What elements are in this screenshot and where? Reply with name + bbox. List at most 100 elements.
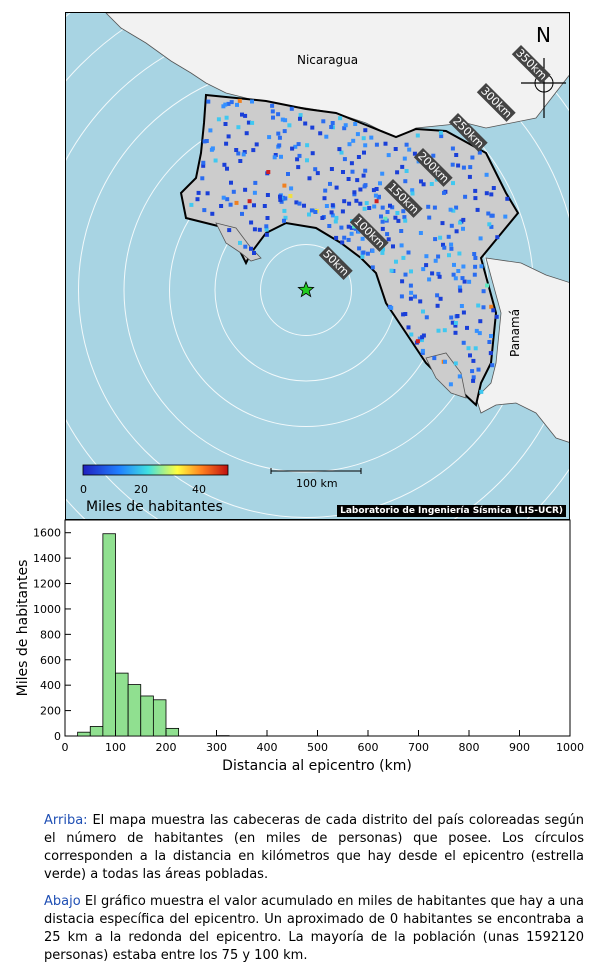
district-marker (435, 293, 440, 298)
district-marker (400, 164, 405, 169)
district-marker (224, 115, 229, 120)
district-marker (468, 353, 472, 358)
district-marker (457, 374, 462, 379)
scale-label: 100 km (296, 477, 338, 490)
colorbar-tick-40: 40 (192, 483, 206, 496)
district-marker (451, 208, 456, 213)
district-marker (352, 190, 357, 195)
y-tick-label: 400 (40, 679, 61, 692)
district-marker (391, 244, 395, 249)
district-marker (342, 199, 347, 204)
district-marker (450, 146, 455, 151)
district-marker (449, 223, 454, 228)
x-tick-label: 100 (105, 741, 126, 754)
district-marker (363, 143, 368, 148)
district-marker (432, 356, 437, 361)
district-marker (484, 191, 489, 196)
district-marker (342, 126, 347, 131)
district-marker (399, 229, 404, 233)
district-marker (473, 196, 478, 201)
district-marker (266, 170, 271, 174)
district-marker (489, 213, 494, 218)
district-marker (277, 135, 282, 140)
district-marker (278, 197, 283, 202)
x-tick-label: 0 (62, 741, 69, 754)
district-marker (470, 155, 475, 160)
district-marker (334, 185, 339, 190)
district-marker (257, 227, 262, 232)
district-marker (436, 254, 441, 259)
district-marker (489, 334, 493, 338)
district-marker (446, 234, 451, 239)
district-marker (419, 179, 423, 184)
district-marker (407, 147, 412, 152)
district-marker (202, 139, 207, 144)
district-marker (461, 264, 466, 269)
district-marker (341, 170, 345, 174)
histogram-bar (102, 533, 116, 737)
district-marker (327, 224, 332, 228)
district-marker (280, 117, 285, 122)
district-marker (358, 187, 363, 192)
district-marker (271, 115, 275, 120)
district-marker (252, 203, 256, 208)
district-marker (385, 210, 390, 214)
district-marker (205, 191, 210, 196)
district-marker (468, 165, 473, 170)
district-marker (458, 288, 463, 293)
district-marker (431, 153, 436, 158)
caption-top: Arriba: El mapa muestra las cabeceras de… (44, 812, 584, 884)
district-marker (449, 242, 454, 247)
district-marker (393, 215, 398, 220)
district-marker (430, 271, 435, 276)
y-tick-label: 600 (40, 654, 61, 667)
district-marker (324, 204, 329, 208)
district-marker (340, 240, 345, 245)
district-marker (401, 312, 406, 317)
district-marker (461, 310, 466, 315)
district-marker (471, 378, 476, 383)
district-marker (229, 180, 233, 185)
district-marker (340, 209, 345, 214)
district-marker (262, 204, 267, 208)
district-marker (459, 304, 464, 308)
district-marker (471, 375, 476, 380)
star-icon (297, 280, 315, 298)
district-marker (389, 268, 394, 273)
district-marker (437, 274, 442, 279)
district-marker (243, 205, 248, 210)
histogram-bar (127, 684, 142, 737)
caption-top-lead: Arriba: (44, 813, 88, 828)
district-marker (420, 335, 425, 340)
district-marker (347, 142, 352, 147)
district-marker (491, 186, 496, 190)
district-marker (461, 165, 466, 170)
district-marker (487, 340, 492, 344)
district-marker (342, 235, 347, 240)
district-marker (277, 143, 282, 148)
district-marker (467, 279, 472, 284)
district-marker (310, 125, 315, 130)
district-marker (270, 103, 275, 108)
x-tick-label: 600 (358, 741, 379, 754)
y-axis-label: Miles de habitantes (15, 560, 31, 697)
y-tick-label: 200 (40, 705, 61, 718)
district-marker (503, 214, 508, 219)
district-marker (251, 148, 256, 153)
x-tick-label: 1000 (556, 741, 584, 754)
district-marker (487, 222, 492, 227)
district-marker (424, 254, 429, 259)
district-marker (435, 303, 440, 308)
district-marker (315, 171, 320, 176)
district-marker (403, 272, 408, 277)
district-marker (460, 276, 465, 281)
district-marker (307, 176, 312, 181)
district-marker (372, 204, 377, 209)
district-marker (349, 225, 354, 230)
district-marker (272, 155, 277, 160)
district-marker (441, 242, 445, 247)
district-marker (202, 208, 207, 213)
district-marker (234, 148, 239, 152)
district-marker (442, 190, 446, 195)
district-marker (221, 104, 226, 109)
